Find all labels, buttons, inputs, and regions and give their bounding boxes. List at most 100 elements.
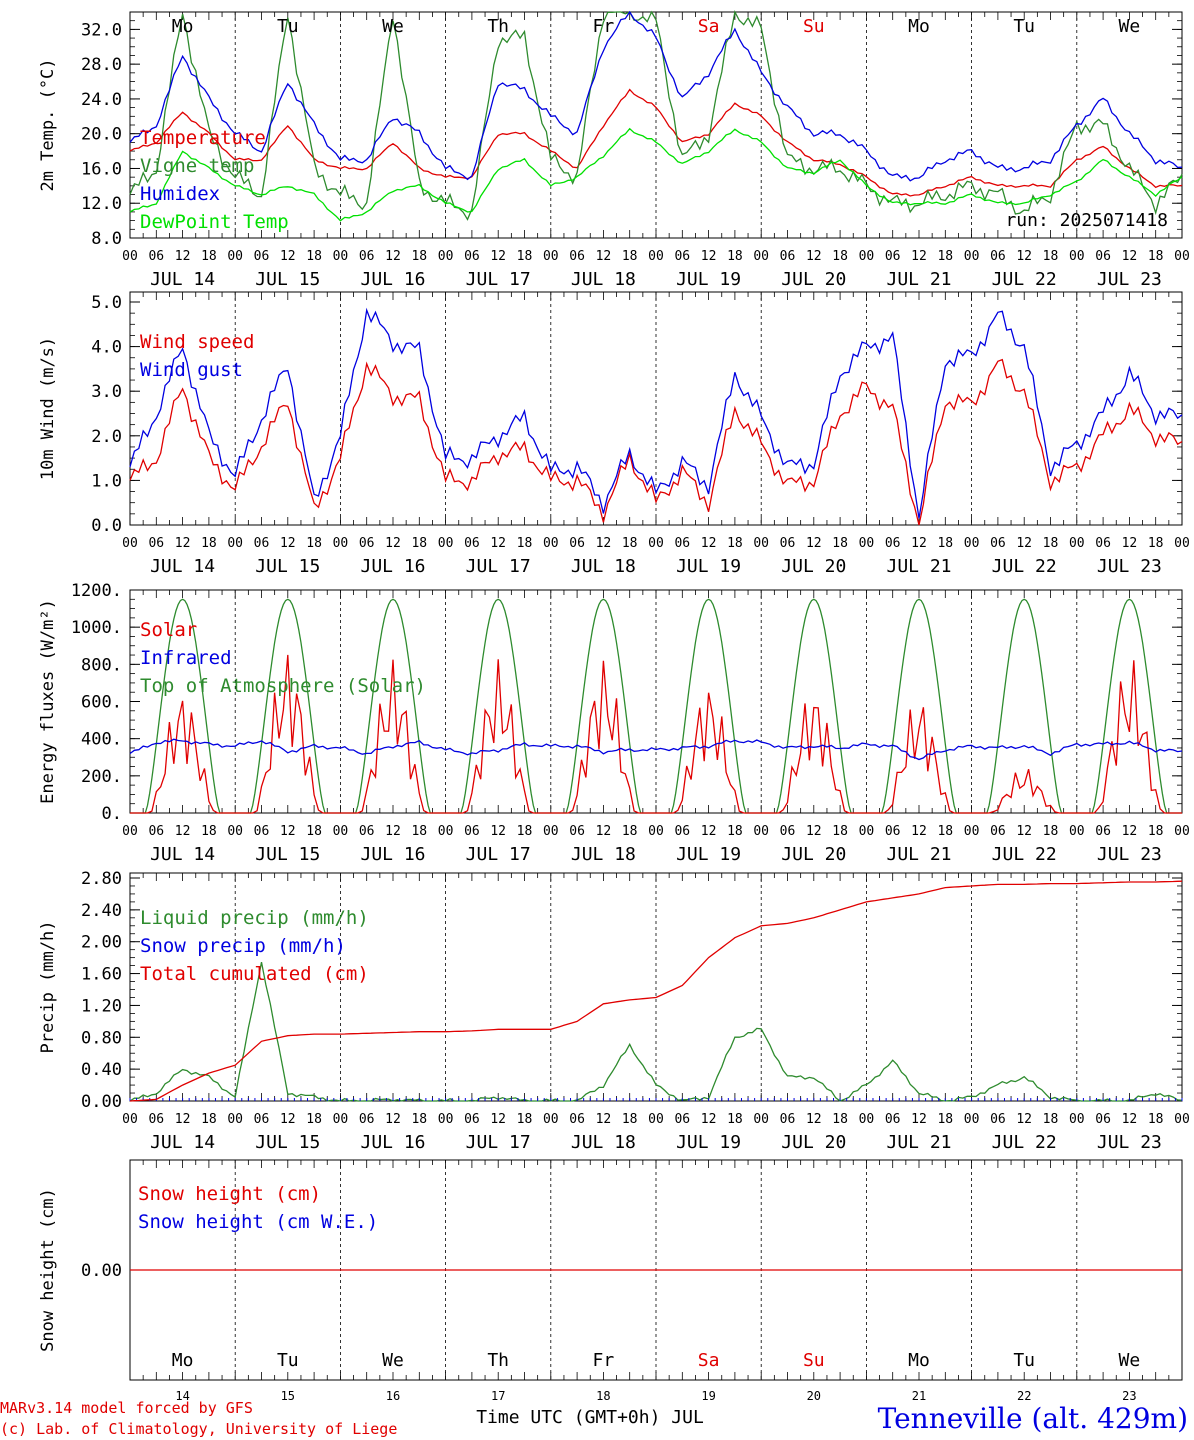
- x-day-label: JUL 20: [781, 556, 846, 577]
- legend-entry: Wind speed: [140, 331, 254, 353]
- x-hour-label: 06: [885, 536, 901, 551]
- legend-entry: Solar: [140, 619, 197, 641]
- x-hour-label: 18: [1043, 249, 1059, 264]
- weekday-label: Mo: [172, 1350, 194, 1371]
- x-hour-label: 06: [885, 824, 901, 839]
- y-axis-label: 2m Temp. (°C): [38, 58, 58, 191]
- x-hour-label: 18: [727, 249, 743, 264]
- x-hour-label: 00: [859, 536, 875, 551]
- series-line-solar: [130, 654, 1182, 814]
- x-hour-label: 18: [727, 536, 743, 551]
- x-hour-label: 12: [1122, 536, 1138, 551]
- day-number-label: 19: [701, 1389, 715, 1403]
- weekday-label: Fr: [593, 1350, 615, 1371]
- x-day-label: JUL 14: [150, 1132, 215, 1153]
- x-hour-label: 00: [753, 824, 769, 839]
- station-title: Tenneville (alt. 429m): [878, 1402, 1188, 1435]
- weekday-label: Mo: [172, 16, 194, 37]
- panel-wind: 0.0 1.0 2.0 3.0 4.0 5.0 10m Wind (m/s) 00 06 12 18…: [38, 291, 1190, 577]
- x-hour-label: 12: [911, 824, 927, 839]
- legend-entry: DewPoint Temp: [140, 211, 289, 233]
- y-tick-label: 2.00: [81, 933, 122, 953]
- x-hour-label: 06: [359, 249, 375, 264]
- y-axis-label: 10m Wind (m/s): [38, 337, 58, 480]
- day-number-label: 14: [175, 1389, 189, 1403]
- x-hour-label: 06: [990, 824, 1006, 839]
- x-hour-label: 00: [438, 536, 454, 551]
- weekday-label: We: [1119, 1350, 1141, 1371]
- y-tick-label: 12.0: [81, 194, 122, 214]
- model-credit: MARv3.14 model forced by GFS: [0, 1399, 253, 1417]
- snow-series: Snow height (cm) Snow height (cm W.E.) Mo T…: [130, 1183, 1182, 1403]
- x-day-label: JUL 18: [571, 844, 636, 865]
- x-hour-label: 00: [438, 824, 454, 839]
- y-tick-label: 200.: [81, 767, 122, 787]
- y-tick-label: 5.0: [91, 293, 122, 313]
- x-hour-label: 00: [964, 249, 980, 264]
- x-hour-label: 12: [175, 1112, 191, 1127]
- day-number-label: 23: [1122, 1389, 1136, 1403]
- x-day-label: JUL 22: [992, 1132, 1057, 1153]
- x-hour-label: 06: [148, 536, 164, 551]
- weekday-label: Th: [487, 1350, 509, 1371]
- x-hour-label: 18: [201, 536, 217, 551]
- x-hour-label: 12: [175, 536, 191, 551]
- x-hour-label: 00: [1174, 824, 1190, 839]
- weekday-label: Fr: [593, 16, 615, 37]
- legend-entry: Snow height (cm W.E.): [138, 1211, 378, 1233]
- weekday-label: Th: [487, 16, 509, 37]
- y-tick-label: 28.0: [81, 55, 122, 75]
- x-axis-title: Time UTC (GMT+0h) JUL: [476, 1407, 704, 1428]
- x-hour-label: 18: [306, 536, 322, 551]
- x-hour-label: 06: [674, 1112, 690, 1127]
- x-hour-label: 12: [490, 536, 506, 551]
- x-hour-label: 06: [569, 1112, 585, 1127]
- x-hour-label: 18: [411, 249, 427, 264]
- x-hour-label: 00: [648, 824, 664, 839]
- series-line-infrared: [129, 738, 1183, 761]
- x-hour-label: 12: [596, 824, 612, 839]
- series-line-wind-gust: [129, 307, 1183, 519]
- weekday-label: Su: [803, 1350, 825, 1371]
- x-hour-label: 00: [122, 249, 138, 264]
- weekday-label: Mo: [908, 16, 930, 37]
- x-hour-label: 06: [780, 1112, 796, 1127]
- x-hour-label: 12: [385, 824, 401, 839]
- x-hour-label: 18: [306, 1112, 322, 1127]
- x-hour-label: 00: [227, 536, 243, 551]
- x-hour-label: 12: [1122, 249, 1138, 264]
- legend-entry: Snow height (cm): [138, 1183, 321, 1205]
- x-hour-label: 18: [1043, 824, 1059, 839]
- day-number-label: 15: [281, 1389, 295, 1403]
- y-tick-label: 3.0: [91, 382, 122, 402]
- x-hour-label: 00: [753, 249, 769, 264]
- x-hour-label: 06: [254, 536, 270, 551]
- x-hour-label: 18: [1148, 1112, 1164, 1127]
- y-tick-label: 1.60: [81, 965, 122, 985]
- legend-entry: Total cumulated (cm): [140, 963, 369, 985]
- series-line-humidex: [129, 10, 1183, 182]
- x-hour-label: 06: [254, 1112, 270, 1127]
- x-hour-label: 06: [1095, 1112, 1111, 1127]
- x-day-label: JUL 17: [466, 1132, 531, 1153]
- x-hour-label: 18: [622, 824, 638, 839]
- x-hour-label: 12: [490, 249, 506, 264]
- x-hour-label: 00: [122, 824, 138, 839]
- panel-precip: 0.00 0.40 0.80 1.20 1.60 2.00 2.40 2.80 Precip (…: [38, 869, 1190, 1153]
- x-hour-label: 18: [937, 1112, 953, 1127]
- weekday-label: We: [382, 1350, 404, 1371]
- y-tick-label: 1200.: [71, 581, 122, 601]
- weekday-label: Mo: [908, 1350, 930, 1371]
- legend-entry: Humidex: [140, 183, 220, 205]
- y-tick-label: 0.80: [81, 1028, 122, 1048]
- weekday-label: We: [382, 16, 404, 37]
- x-hour-label: 06: [990, 536, 1006, 551]
- x-hour-label: 12: [280, 1112, 296, 1127]
- y-tick-label: 1.0: [91, 471, 122, 491]
- x-day-label: JUL 23: [1097, 269, 1162, 290]
- x-hour-label: 12: [385, 1112, 401, 1127]
- day-number-label: 20: [807, 1389, 821, 1403]
- x-day-label: JUL 16: [360, 269, 425, 290]
- y-tick-label: 24.0: [81, 90, 122, 110]
